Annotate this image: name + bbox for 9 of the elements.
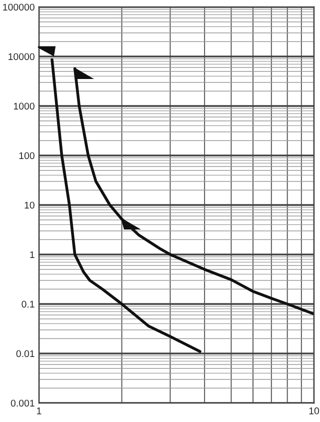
y-tick-label: 1	[30, 251, 34, 258]
y-tick-label: 10000	[8, 53, 34, 60]
y-tick-label: 100	[19, 152, 34, 160]
y-tick-label: 100000	[3, 4, 34, 11]
y-tick-label: 0.1	[22, 300, 34, 308]
y-tick-label: 0.01	[16, 350, 34, 358]
y-tick-label: 10	[24, 202, 34, 209]
y-tick-label: 1000	[14, 102, 34, 110]
y-tick-label: 0.001	[10, 400, 34, 407]
